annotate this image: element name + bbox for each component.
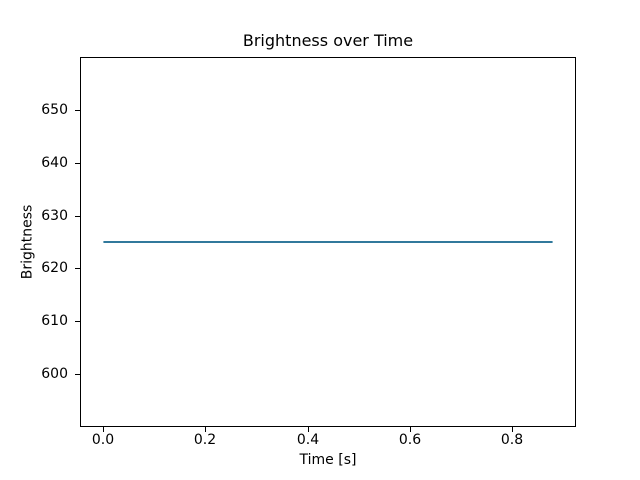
x-tick-label: 0.6 <box>398 432 422 448</box>
y-tick-label: 630 <box>41 208 68 224</box>
x-tick-mark <box>512 427 513 432</box>
x-tick-label: 0.4 <box>296 432 320 448</box>
y-tick-mark <box>75 268 80 269</box>
y-tick-mark <box>75 216 80 217</box>
y-tick-label: 650 <box>41 102 68 118</box>
x-tick-mark <box>103 427 104 432</box>
y-tick-label: 640 <box>41 155 68 171</box>
y-tick-mark <box>75 374 80 375</box>
x-tick-label: 0.2 <box>193 432 217 448</box>
y-tick-mark <box>75 163 80 164</box>
y-tick-mark <box>75 110 80 111</box>
x-tick-mark <box>205 427 206 432</box>
y-tick-label: 610 <box>41 313 68 329</box>
y-tick-label: 620 <box>41 260 68 276</box>
x-tick-mark <box>308 427 309 432</box>
chart-title: Brightness over Time <box>242 31 414 50</box>
x-tick-label: 0.8 <box>500 432 524 448</box>
line-series-svg <box>103 241 553 243</box>
x-axis-label: Time [s] <box>299 452 357 468</box>
x-tick-mark <box>410 427 411 432</box>
plot-area <box>80 57 576 427</box>
y-tick-mark <box>75 321 80 322</box>
x-tick-label: 0.0 <box>91 432 115 448</box>
y-tick-label: 600 <box>41 366 68 382</box>
